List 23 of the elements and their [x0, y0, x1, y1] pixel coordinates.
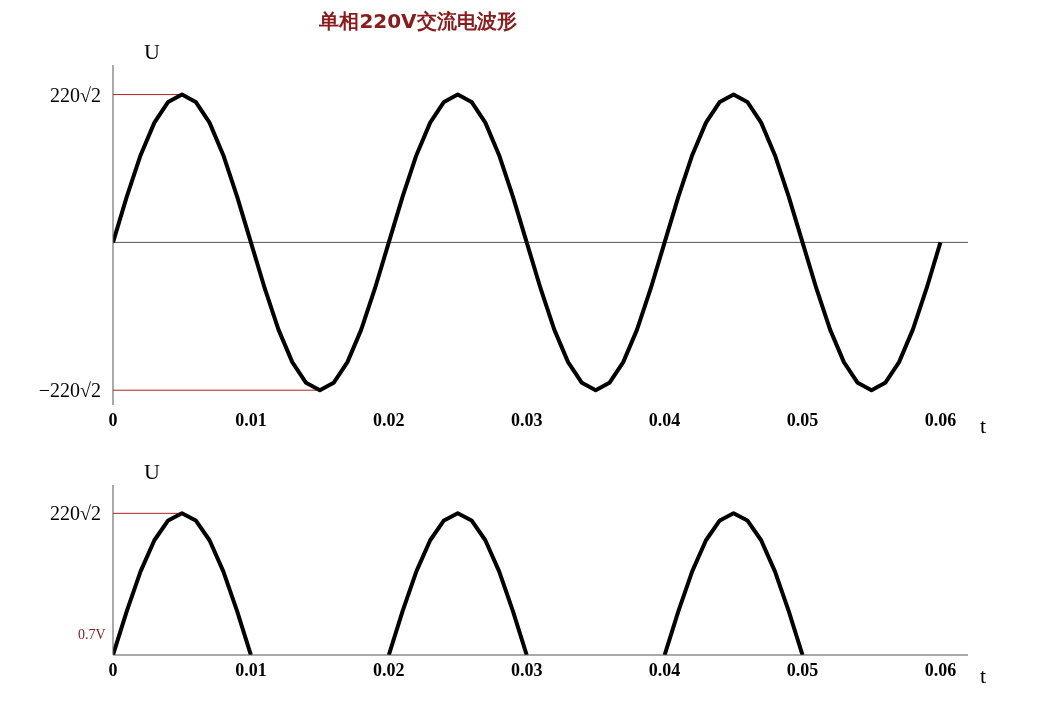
text: 220√2	[50, 83, 101, 106]
x-tick-label: 0.04	[648, 409, 681, 430]
x-tick-label: 0.02	[373, 409, 405, 430]
x-tick-label: 0.01	[235, 409, 267, 430]
x-axis-title: t	[980, 662, 987, 688]
x-tick-label: 0.02	[373, 659, 405, 680]
x-tick-label: 0	[108, 659, 118, 680]
x-tick-label: 0.05	[786, 409, 819, 430]
x-tick-label: 0.04	[648, 659, 681, 680]
x-tick-label: 0.03	[510, 659, 543, 680]
x-tick-label: 0.05	[786, 659, 819, 680]
text: −220√2	[38, 379, 101, 402]
x-tick-label: 0.06	[924, 409, 957, 430]
x-axis-title: t	[980, 412, 987, 438]
text: 0.7V	[78, 627, 106, 643]
y-axis-title: U	[144, 458, 161, 484]
y-axis-title: U	[144, 38, 161, 64]
chart-title: 单相220V交流电波形	[318, 8, 518, 35]
text: 220√2	[50, 502, 101, 525]
x-tick-label: 0.01	[235, 659, 267, 680]
x-tick-label: 0.06	[924, 659, 957, 680]
x-tick-label: 0	[108, 409, 118, 430]
x-tick-label: 0.03	[510, 409, 543, 430]
